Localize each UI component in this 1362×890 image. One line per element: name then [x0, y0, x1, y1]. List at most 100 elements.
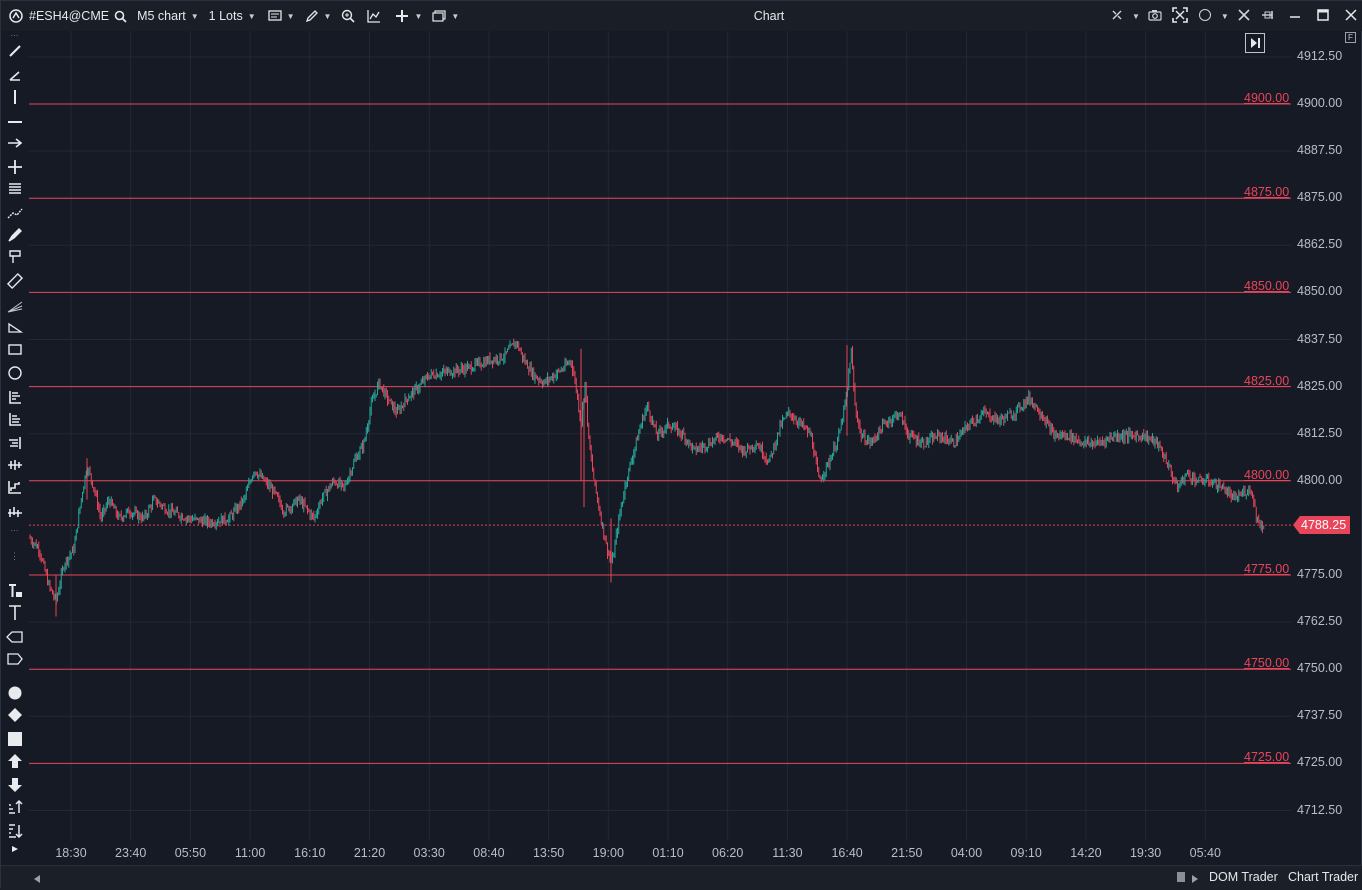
cross-tool-icon[interactable] [4, 157, 25, 177]
pitchfork-tool-icon[interactable] [4, 247, 25, 267]
maximize-icon[interactable] [1317, 8, 1329, 24]
level-label[interactable]: 4750.00 [1244, 656, 1290, 671]
lots-dropdown[interactable]: 1 Lots ▼ [209, 1, 256, 31]
fibonacci-retracement-tool-icon[interactable] [4, 387, 25, 407]
time-tick-label: 16:10 [294, 846, 326, 860]
time-tick-label: 03:30 [413, 846, 445, 860]
horizontal-line-tool-icon[interactable] [4, 111, 25, 131]
fit-button[interactable]: F [1345, 32, 1356, 43]
price-axis[interactable]: 4912.50 4900.00 4887.50 4875.00 4862.50 4850.… [1291, 31, 1361, 861]
scroll-to-end-button[interactable] [1245, 33, 1265, 53]
minimize-icon[interactable] [1289, 9, 1301, 24]
time-tick-label: 11:30 [772, 846, 803, 860]
level-label[interactable]: 4725.00 [1244, 750, 1290, 765]
time-axis[interactable]: 18:30 23:40 05:50 11:00 16:10 21:20 03:30 08:40… [29, 841, 1291, 865]
ellipse-tool-icon[interactable] [4, 363, 25, 383]
time-tick-label: 04:00 [950, 846, 983, 860]
symbol-selector[interactable]: #ESH4@CME [29, 9, 110, 23]
toolbar-expand-icon[interactable] [4, 843, 25, 855]
chevron-down-icon[interactable]: ▼ [1132, 11, 1140, 21]
price-tick-label: 4812.50 [1297, 425, 1343, 440]
scroll-left-icon[interactable] [33, 871, 41, 889]
chart-type-dropdown[interactable]: M5 chart ▼ [137, 1, 199, 31]
toolbar-grip-icon[interactable]: ⋮ [10, 550, 19, 561]
fibonacci-extension-tool-icon[interactable] [4, 409, 25, 429]
angle-line-tool-icon[interactable] [4, 65, 25, 85]
chevron-down-icon: ▼ [247, 11, 256, 21]
close-icon[interactable] [1345, 8, 1357, 24]
circle-marker-tool-icon[interactable] [4, 683, 25, 703]
zoom-icon[interactable] [341, 1, 356, 31]
time-tick-label: 21:50 [891, 846, 923, 860]
level-label[interactable]: 4775.00 [1244, 562, 1290, 576]
chart-trader-tab[interactable]: Chart Trader [1288, 870, 1359, 884]
fibonacci-fan-tool-icon[interactable] [4, 455, 25, 475]
callout-tool-icon[interactable] [4, 627, 25, 647]
fibonacci-time-tool-icon[interactable] [4, 433, 25, 453]
square-marker-tool-icon[interactable] [4, 729, 25, 749]
fibonacci-channel-tool-icon[interactable] [4, 501, 25, 521]
level-label[interactable]: 4800.00 [1244, 467, 1290, 482]
crosshair-icon[interactable]: ▼ [395, 1, 422, 31]
lots-label: 1 Lots [208, 9, 243, 23]
scrollbar-thumb[interactable] [1177, 872, 1185, 882]
arrow-up-marker-icon[interactable] [4, 751, 25, 771]
arrow-down-marker-icon[interactable] [4, 775, 25, 795]
pencil-icon[interactable]: ▼ [305, 1, 331, 31]
text-tool-icon[interactable] [4, 603, 25, 623]
price-tick-label: 4862.50 [1297, 237, 1343, 252]
polyline-tool-icon[interactable] [4, 203, 25, 223]
level-label[interactable]: 4875.00 [1244, 185, 1290, 200]
time-tick-label: 19:30 [1129, 846, 1162, 860]
templates-icon[interactable]: ▼ [267, 1, 295, 31]
link-icon[interactable] [1111, 9, 1123, 24]
camera-icon[interactable] [1148, 9, 1162, 24]
fibonacci-arc-tool-icon[interactable] [4, 477, 25, 497]
price-tick-label: 4875.00 [1297, 190, 1343, 205]
time-tick-label: 08:40 [473, 846, 505, 860]
scroll-right-icon[interactable] [1191, 871, 1199, 889]
price-tick-label: 4850.00 [1297, 284, 1343, 299]
pin-icon[interactable] [1261, 9, 1275, 24]
level-label[interactable]: 4825.00 [1244, 373, 1290, 388]
rectangle-tool-icon[interactable] [4, 339, 25, 359]
price-tick-label: 4775.00 [1297, 567, 1343, 581]
label-tool-icon[interactable] [4, 649, 25, 669]
time-tick-label: 11:00 [234, 846, 266, 860]
parallel-lines-tool-icon[interactable] [4, 179, 25, 199]
level-label[interactable]: 4900.00 [1244, 91, 1290, 105]
window-layout-icon[interactable]: ▼ [432, 1, 459, 31]
sort-down-icon[interactable] [4, 821, 25, 841]
tools-icon[interactable] [1237, 8, 1251, 25]
sort-up-icon[interactable] [4, 797, 25, 817]
diamond-marker-tool-icon[interactable] [4, 705, 25, 725]
chevron-down-icon: ▼ [190, 11, 199, 21]
candlestick-series [29, 338, 1265, 617]
current-price-tag: 4788.25 [1293, 516, 1351, 534]
time-tick-label: 09:10 [1010, 846, 1042, 860]
triangle-tool-icon[interactable] [4, 317, 25, 337]
text-lock-tool-icon[interactable] [4, 581, 25, 601]
chevron-down-icon: ▼ [286, 11, 295, 21]
expand-icon[interactable] [1172, 6, 1188, 26]
price-chart[interactable] [29, 31, 1291, 861]
price-tick-label: 4912.50 [1297, 48, 1343, 63]
level-label[interactable]: 4850.00 [1244, 279, 1290, 294]
vertical-line-tool-icon[interactable] [4, 87, 25, 107]
gann-fan-tool-icon[interactable] [4, 295, 25, 315]
indicators-icon[interactable] [367, 1, 381, 31]
app-logo-icon[interactable] [9, 1, 23, 31]
dom-trader-tab[interactable]: DOM Trader [1209, 870, 1278, 884]
arrow-tool-icon[interactable] [4, 133, 25, 153]
ruler-tool-icon[interactable] [4, 271, 25, 291]
color-circle-icon[interactable] [1198, 8, 1212, 25]
trendline-tool-icon[interactable] [4, 41, 25, 61]
brush-tool-icon[interactable] [4, 225, 25, 245]
price-tick-label: 4762.50 [1297, 614, 1343, 629]
time-tick-label: 06:20 [712, 846, 744, 860]
time-tick-label: 18:30 [55, 846, 87, 860]
toolbar-grip-icon[interactable]: ⋯ [10, 30, 19, 40]
search-icon[interactable] [114, 1, 127, 31]
chevron-down-icon[interactable]: ▼ [1220, 11, 1229, 21]
